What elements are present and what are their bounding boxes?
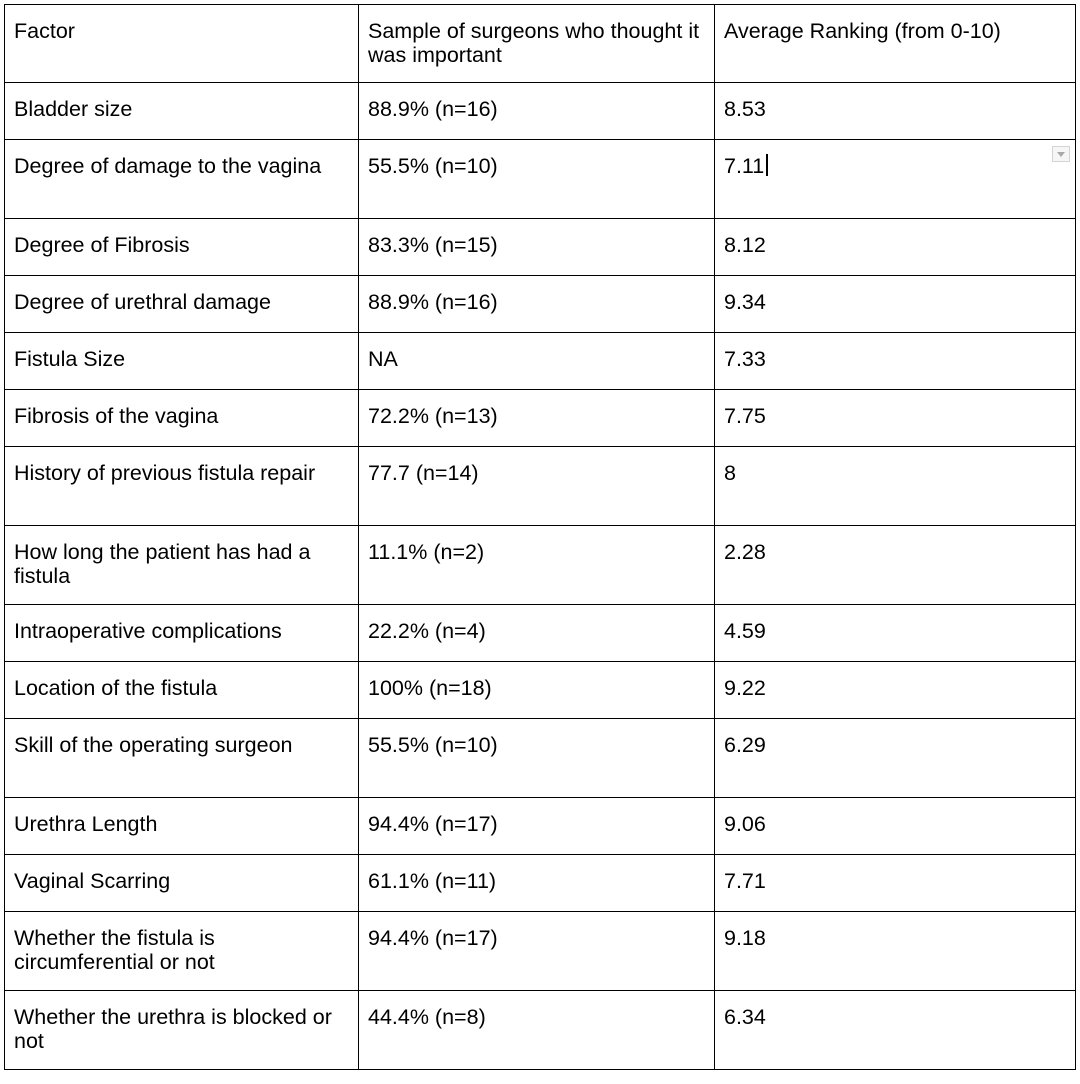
factor-cell[interactable]: Fistula Size [4,332,359,390]
ranking-cell[interactable]: 6.34 [714,990,1076,1070]
header-cell[interactable]: Sample of surgeons who thought it was im… [358,4,715,83]
sample-cell[interactable]: 100% (n=18) [358,661,715,719]
sample-cell[interactable]: 88.9% (n=16) [358,82,715,140]
table-row: Whether the fistula is circumferential o… [4,911,1076,991]
ranking-cell[interactable]: 8 [714,446,1076,526]
sample-cell[interactable]: 77.7 (n=14) [358,446,715,526]
factor-cell[interactable]: Bladder size [4,82,359,140]
factor-cell[interactable]: Location of the fistula [4,661,359,719]
factor-cell[interactable]: Skill of the operating surgeon [4,718,359,798]
ranking-cell[interactable]: 9.18 [714,911,1076,991]
factor-cell[interactable]: How long the patient has had a fistula [4,525,359,605]
ranking-cell[interactable]: 8.53 [714,82,1076,140]
sample-cell[interactable]: 88.9% (n=16) [358,275,715,333]
factor-cell[interactable]: History of previous fistula repair [4,446,359,526]
ranking-cell[interactable]: 2.28 [714,525,1076,605]
table-row: Intraoperative complications 22.2% (n=4)… [4,604,1076,662]
table-row: Location of the fistula 100% (n=18) 9.22 [4,661,1076,719]
sample-cell[interactable]: 94.4% (n=17) [358,797,715,855]
sample-cell[interactable]: 83.3% (n=15) [358,218,715,276]
table-row: Skill of the operating surgeon 55.5% (n=… [4,718,1076,798]
factor-cell[interactable]: Degree of Fibrosis [4,218,359,276]
chevron-down-icon[interactable] [1052,146,1070,162]
factor-cell[interactable]: Urethra Length [4,797,359,855]
ranking-cell[interactable]: 7.33 [714,332,1076,390]
ranking-cell[interactable]: 9.22 [714,661,1076,719]
factor-cell[interactable]: Fibrosis of the vagina [4,389,359,447]
factor-cell[interactable]: Whether the fistula is circumferential o… [4,911,359,991]
ranking-value: 7.11 [724,154,765,178]
table-row: Bladder size 88.9% (n=16) 8.53 [4,82,1076,140]
sample-cell[interactable]: 55.5% (n=10) [358,139,715,219]
table-row: Fistula Size NA 7.33 [4,332,1076,390]
table-row: How long the patient has had a fistula 1… [4,525,1076,605]
sample-cell[interactable]: 11.1% (n=2) [358,525,715,605]
factor-cell[interactable]: Whether the urethra is blocked or not [4,990,359,1070]
data-table: Factor Sample of surgeons who thought it… [4,4,1076,1070]
table-row: Degree of Fibrosis 83.3% (n=15) 8.12 [4,218,1076,276]
table-row: Degree of urethral damage 88.9% (n=16) 9… [4,275,1076,333]
header-row: Factor Sample of surgeons who thought it… [4,4,1076,83]
ranking-cell[interactable]: 4.59 [714,604,1076,662]
ranking-cell[interactable]: 7.75 [714,389,1076,447]
ranking-cell[interactable]: 8.12 [714,218,1076,276]
header-cell[interactable]: Average Ranking (from 0-10) [714,4,1076,83]
factor-cell[interactable]: Degree of damage to the vagina [4,139,359,219]
sample-cell[interactable]: 94.4% (n=17) [358,911,715,991]
table-row: History of previous fistula repair 77.7 … [4,446,1076,526]
factor-cell[interactable]: Vaginal Scarring [4,854,359,912]
sample-cell[interactable]: 55.5% (n=10) [358,718,715,798]
ranking-cell[interactable]: 9.06 [714,797,1076,855]
factor-cell[interactable]: Intraoperative complications [4,604,359,662]
ranking-cell[interactable]: 9.34 [714,275,1076,333]
factor-cell[interactable]: Degree of urethral damage [4,275,359,333]
sample-cell[interactable]: 44.4% (n=8) [358,990,715,1070]
table-row: Whether the urethra is blocked or not 44… [4,990,1076,1070]
sample-cell[interactable]: 61.1% (n=11) [358,854,715,912]
header-cell[interactable]: Factor [4,4,359,83]
text-cursor-icon [766,154,769,176]
active-ranking-cell[interactable]: 7.11 [714,139,1076,219]
table-row: Fibrosis of the vagina 72.2% (n=13) 7.75 [4,389,1076,447]
ranking-cell[interactable]: 7.71 [714,854,1076,912]
ranking-cell[interactable]: 6.29 [714,718,1076,798]
table-row: Degree of damage to the vagina 55.5% (n=… [4,139,1076,219]
table-row: Vaginal Scarring 61.1% (n=11) 7.71 [4,854,1076,912]
sample-cell[interactable]: NA [358,332,715,390]
table-row: Urethra Length 94.4% (n=17) 9.06 [4,797,1076,855]
sample-cell[interactable]: 22.2% (n=4) [358,604,715,662]
sample-cell[interactable]: 72.2% (n=13) [358,389,715,447]
